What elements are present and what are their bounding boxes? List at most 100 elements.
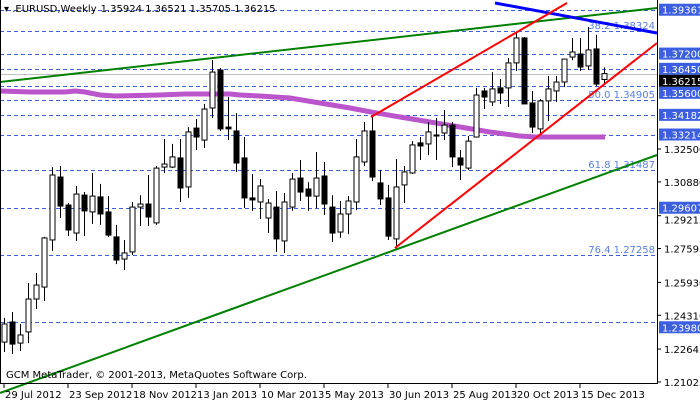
candle — [521, 36, 528, 105]
candle — [217, 68, 224, 131]
candle-body-bear — [113, 236, 120, 261]
candle-body-bull — [353, 156, 360, 203]
fibonacci-level-label: 61.8 1.31487 — [588, 160, 655, 171]
channel-red-upper[interactable] — [370, 2, 568, 118]
candle-body-bear — [241, 157, 248, 199]
candle — [17, 323, 24, 351]
candle — [129, 201, 136, 255]
time-tick-label: 15 Dec 2013 — [581, 390, 645, 401]
candle-body-bull — [513, 37, 520, 64]
price-level-label-box — [659, 128, 700, 141]
candle-body-bull — [553, 81, 560, 92]
price-level-label-box — [659, 108, 700, 121]
candle — [1, 317, 8, 353]
candle — [169, 143, 176, 169]
candle — [417, 137, 424, 160]
candle-body-bull — [409, 144, 416, 174]
candle — [553, 75, 560, 102]
candle-body-bull — [569, 51, 576, 58]
ohlc-label: 1.35924 1.36521 1.35705 1.36215 — [101, 4, 276, 15]
price-axis-ticks: 1.32500 1.30880 1.29215 1.27595 1.25930 1.243… — [657, 145, 700, 389]
candle-body-bear — [273, 206, 280, 240]
trendline-green-lower[interactable] — [0, 154, 658, 394]
candle-body-bull — [505, 62, 512, 89]
candle-body-bear — [81, 194, 88, 212]
fibonacci-level-label: 50.0 1.34905 — [588, 90, 655, 101]
time-tick-label: 30 Jun 2013 — [389, 390, 449, 401]
price-level-label-box — [659, 47, 700, 60]
candle — [89, 172, 96, 224]
current-price-label: 1.36215 — [662, 77, 700, 88]
candle — [297, 159, 304, 201]
candle-body-bull — [265, 202, 272, 219]
candle — [73, 185, 80, 241]
candle-body-bear — [297, 177, 304, 193]
candle — [449, 122, 456, 168]
candle-body-bull — [537, 100, 544, 130]
candle — [377, 169, 384, 206]
time-tick-label: 23 Sep 2012 — [69, 390, 132, 401]
candle — [49, 167, 56, 251]
candle-body-bull — [89, 195, 96, 213]
price-tick-label: 1.24310 — [664, 311, 700, 322]
price-level-label-box — [659, 321, 700, 334]
candle — [121, 239, 128, 270]
candle — [481, 87, 488, 110]
candle — [57, 166, 64, 219]
candle-body-bull — [41, 237, 48, 288]
current-price-label-box — [659, 74, 700, 87]
candle — [441, 110, 448, 141]
candle — [249, 173, 256, 211]
candle — [225, 97, 232, 141]
candle-body-bull — [153, 167, 160, 224]
candle — [577, 37, 584, 72]
candle-body-bear — [449, 124, 456, 158]
candle-body-bear — [329, 206, 336, 234]
candle-body-bear — [9, 321, 16, 345]
trendline-blue[interactable] — [494, 1, 658, 35]
channel-red-lower[interactable] — [394, 42, 658, 249]
price-level-label-box — [659, 86, 700, 99]
candle — [513, 33, 520, 72]
candle — [137, 195, 144, 226]
collapse-arrow-icon[interactable]: ▾ — [4, 4, 12, 15]
candle — [233, 113, 240, 172]
candle — [393, 158, 400, 250]
time-tick-label: 29 Jul 2012 — [5, 390, 62, 401]
candle-body-bear — [65, 204, 72, 231]
candle-body-bull — [25, 298, 32, 333]
candle — [601, 67, 608, 84]
candle — [361, 122, 368, 167]
candle — [305, 182, 312, 211]
candle — [537, 99, 544, 133]
fibonacci-level-label: 76.4 1.27258 — [588, 245, 655, 256]
price-level-label: 1.34182 — [662, 111, 700, 122]
candle-body-bull — [361, 130, 368, 163]
time-tick-label: 25 Aug 2013 — [453, 390, 517, 401]
time-axis-ticks: 29 Jul 2012 23 Sep 2012 18 Nov 2012 13 Jan … — [3, 383, 645, 401]
time-tick-label: 18 Nov 2012 — [133, 390, 197, 401]
trendline-green-upper[interactable] — [0, 7, 658, 83]
price-level-label: 1.33214 — [662, 131, 700, 142]
candle-body-bull — [473, 94, 480, 138]
candle-body-bull — [137, 203, 144, 208]
candle — [265, 198, 272, 234]
price-level-label: 1.36450 — [662, 65, 700, 76]
candle — [33, 273, 40, 309]
candle-body-bull — [161, 163, 168, 168]
candle-body-bull — [185, 131, 192, 188]
candle — [385, 184, 392, 240]
candle-body-bull — [345, 200, 352, 215]
candle-body-bull — [49, 174, 56, 241]
candle — [185, 127, 192, 198]
candle — [289, 172, 296, 211]
chart-title: ▾ .EURUSD,Weekly 1.35924 1.36521 1.35705 … — [4, 4, 276, 15]
candle — [433, 117, 440, 160]
candle — [201, 103, 208, 148]
candle-body-bull — [489, 88, 496, 103]
candle — [209, 60, 216, 118]
candle — [161, 139, 168, 173]
moving-average-line — [0, 88, 605, 140]
